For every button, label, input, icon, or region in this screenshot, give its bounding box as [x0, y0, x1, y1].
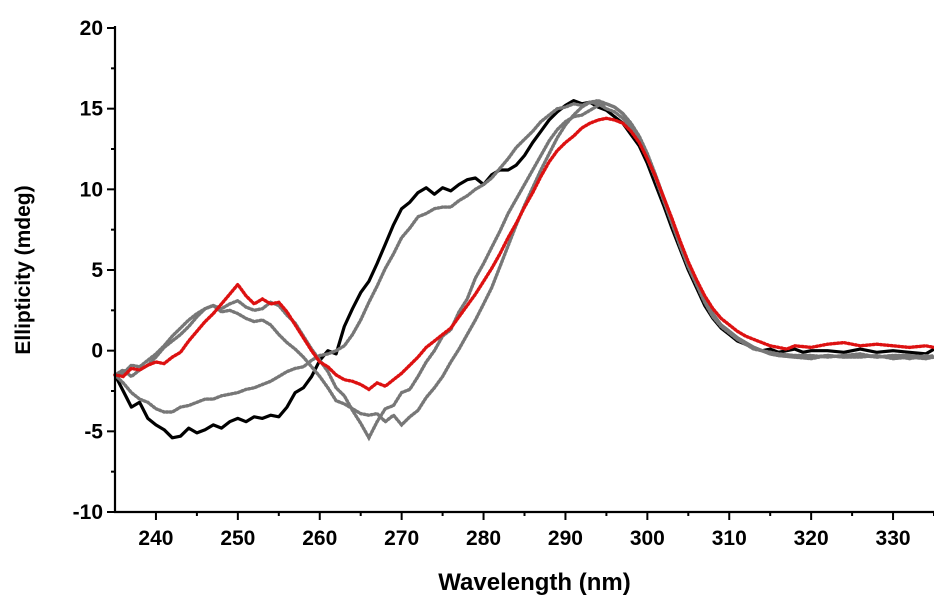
series-line-4: [113, 98, 934, 428]
series-line-1: [113, 99, 934, 440]
x-tick-label: 320: [794, 527, 829, 550]
x-tick-label: 260: [302, 527, 337, 550]
ticks-layer: -10 -5 0 5 10 15 20 240 250 260 270 280 290 300 310 320…: [73, 17, 934, 550]
series-layer: [113, 98, 934, 442]
y-tick-label: 5: [91, 259, 103, 282]
x-tick-label: 300: [630, 527, 665, 550]
x-tick-label: 330: [876, 527, 911, 550]
x-tick-label: 240: [138, 527, 173, 550]
series-line-5: [113, 116, 934, 392]
x-tick-label: 250: [220, 527, 255, 550]
y-tick-label: 20: [80, 17, 103, 40]
x-axis-title: Wavelength (nm): [438, 569, 630, 596]
y-tick-label: -10: [73, 501, 103, 524]
axes-layer: [113, 26, 934, 514]
x-tick-label: 310: [712, 527, 747, 550]
y-tick-label: 15: [80, 98, 104, 121]
x-tick-label: 270: [384, 527, 419, 550]
y-axis-title: Ellipticity (mdeg): [12, 185, 35, 354]
series-line-2: [113, 100, 934, 414]
y-tick-label: 10: [80, 178, 103, 201]
y-tick-label: 0: [91, 340, 103, 363]
x-tick-label: 290: [548, 527, 583, 550]
x-tick-label: 280: [466, 527, 501, 550]
y-tick-label: -5: [84, 420, 103, 443]
